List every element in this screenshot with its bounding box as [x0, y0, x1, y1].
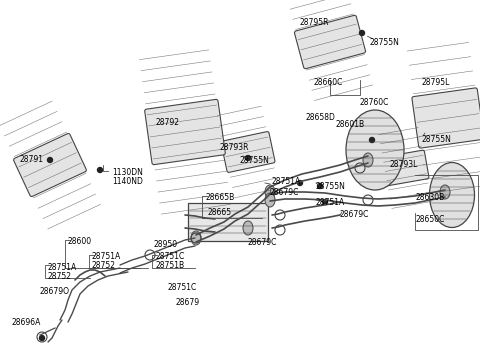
Text: 28601B: 28601B	[335, 120, 364, 129]
Bar	[188, 203, 268, 241]
Text: 28679C: 28679C	[340, 210, 370, 219]
Text: 28755N: 28755N	[315, 182, 345, 191]
Text: 28751A: 28751A	[92, 252, 121, 261]
Text: 28793L: 28793L	[390, 160, 419, 169]
FancyBboxPatch shape	[412, 88, 480, 148]
Text: 28660C: 28660C	[313, 78, 342, 87]
Text: 28792: 28792	[155, 118, 179, 127]
Text: 28679C: 28679C	[270, 188, 300, 197]
FancyBboxPatch shape	[144, 100, 225, 165]
Text: 28751A: 28751A	[48, 263, 77, 272]
Text: 28658D: 28658D	[305, 113, 335, 122]
Text: 28751C: 28751C	[168, 283, 197, 292]
Circle shape	[97, 167, 103, 173]
Circle shape	[48, 158, 52, 163]
Ellipse shape	[430, 163, 475, 228]
Text: 28795R: 28795R	[300, 18, 329, 27]
Circle shape	[298, 181, 302, 185]
Text: 28679C: 28679C	[248, 238, 277, 247]
Text: 28665: 28665	[208, 208, 232, 217]
Text: 28755N: 28755N	[240, 156, 270, 165]
Text: 28630B: 28630B	[415, 193, 444, 202]
Text: 28751B: 28751B	[155, 261, 184, 270]
Circle shape	[323, 199, 327, 205]
Text: 28793R: 28793R	[220, 143, 250, 152]
FancyBboxPatch shape	[221, 132, 275, 172]
Text: 28600: 28600	[68, 237, 92, 246]
Text: 28752: 28752	[92, 261, 116, 270]
Ellipse shape	[363, 153, 373, 167]
Text: 28751A: 28751A	[272, 177, 301, 186]
Circle shape	[245, 156, 251, 160]
Text: 28665B: 28665B	[205, 193, 234, 202]
Text: 28751A: 28751A	[315, 198, 344, 207]
Text: 28650C: 28650C	[415, 215, 444, 224]
Circle shape	[317, 183, 323, 189]
FancyBboxPatch shape	[294, 15, 366, 69]
Ellipse shape	[265, 193, 275, 207]
Text: 28679O: 28679O	[40, 287, 70, 296]
Text: 28696A: 28696A	[12, 318, 41, 327]
Circle shape	[370, 137, 374, 142]
Text: 28950: 28950	[153, 240, 177, 249]
Text: 1140ND: 1140ND	[112, 177, 143, 186]
Text: 28795L: 28795L	[422, 78, 450, 87]
Text: 28752: 28752	[48, 272, 72, 281]
Ellipse shape	[191, 231, 201, 245]
FancyBboxPatch shape	[13, 133, 86, 197]
Text: 28679: 28679	[175, 298, 199, 307]
Text: 28760C: 28760C	[360, 98, 389, 107]
Ellipse shape	[243, 221, 253, 235]
Text: 28751C: 28751C	[155, 252, 184, 261]
Ellipse shape	[346, 110, 404, 190]
Ellipse shape	[440, 185, 450, 199]
Text: 28791: 28791	[20, 155, 44, 164]
Text: 28755N: 28755N	[422, 135, 452, 144]
FancyBboxPatch shape	[381, 150, 429, 186]
Text: 1130DN: 1130DN	[112, 168, 143, 177]
Text: 28755N: 28755N	[370, 38, 400, 47]
Ellipse shape	[265, 185, 275, 199]
Circle shape	[39, 335, 45, 340]
Circle shape	[360, 31, 364, 35]
